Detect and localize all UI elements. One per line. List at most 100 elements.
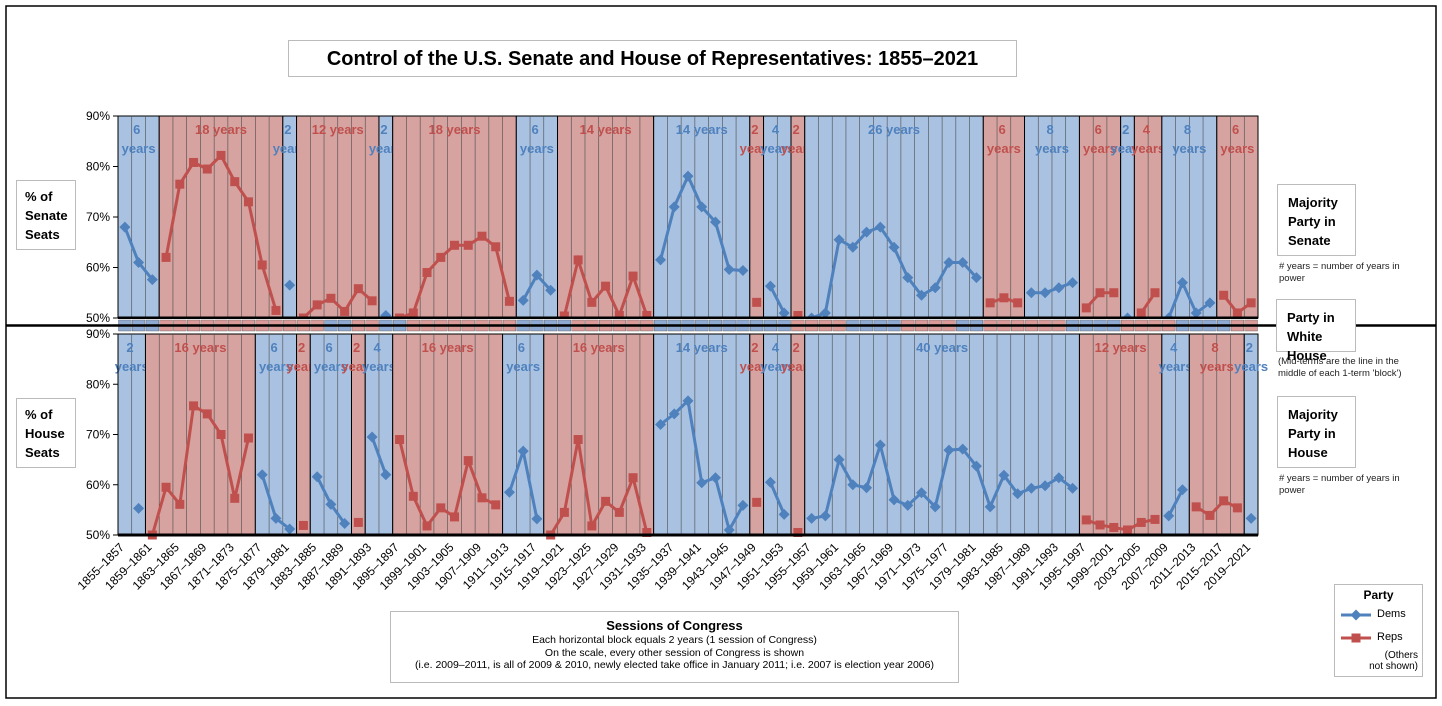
block-label: 6 years	[987, 122, 1021, 156]
data-point	[517, 445, 529, 457]
data-point	[230, 177, 240, 187]
data-point	[243, 433, 253, 443]
data-point	[764, 280, 776, 292]
data-point	[793, 527, 803, 537]
data-point	[189, 157, 199, 167]
data-point	[970, 460, 982, 472]
data-point	[902, 272, 914, 284]
frame	[5, 5, 1437, 699]
data-point	[450, 240, 460, 250]
majority-block	[1216, 115, 1259, 319]
data-point	[1109, 522, 1119, 532]
white-house-title: Party in White House	[1276, 299, 1356, 363]
block-label: 6 years	[1220, 122, 1254, 156]
block-label: 12 years	[312, 122, 364, 137]
block-label: 16 years	[174, 340, 226, 355]
data-point	[463, 456, 473, 466]
data-point	[929, 282, 941, 294]
majority-title: Majority Party in Senate	[1277, 184, 1356, 256]
data-point	[874, 439, 886, 451]
block-label: 6 years	[520, 122, 554, 156]
data-point	[573, 435, 583, 445]
data-point	[915, 487, 927, 499]
legend-marker	[1351, 633, 1361, 643]
data-point	[1219, 496, 1229, 506]
data-point	[1067, 482, 1079, 494]
data-point	[709, 472, 721, 484]
data-point	[1013, 298, 1023, 308]
data-point	[1176, 484, 1188, 496]
block-label: 14 years	[580, 122, 632, 137]
data-point	[1245, 512, 1257, 524]
data-point	[888, 494, 900, 506]
data-point	[915, 289, 927, 301]
data-point	[833, 454, 845, 466]
data-point	[1039, 480, 1051, 492]
data-point	[1136, 308, 1146, 318]
y-tick-label: 80%	[86, 377, 110, 391]
data-point	[339, 517, 351, 529]
white-house-note: (Mid-terms are the line in the middle of…	[1278, 356, 1402, 379]
block-label: 4 years	[760, 122, 794, 156]
data-point	[1109, 288, 1119, 298]
data-point	[1025, 287, 1037, 299]
data-point	[998, 469, 1010, 481]
data-point	[861, 226, 873, 238]
data-point	[1053, 282, 1065, 294]
data-point	[902, 499, 914, 511]
data-point	[325, 498, 337, 510]
y-tick-label: 50%	[86, 528, 110, 542]
y-tick-label: 90%	[86, 327, 110, 341]
majority-block	[158, 115, 284, 319]
y-axis-label: % of Senate Seats	[16, 180, 76, 250]
data-point	[1190, 307, 1202, 319]
data-point	[642, 527, 652, 537]
data-point	[601, 281, 611, 291]
data-point	[216, 150, 226, 160]
x-axis-note: On the scale, every other session of Con…	[544, 646, 805, 659]
data-point	[943, 444, 955, 456]
data-point	[682, 395, 694, 407]
data-point	[793, 310, 803, 320]
data-point	[1081, 303, 1091, 313]
x-axis-box: Sessions of Congress Each horizontal blo…	[390, 611, 959, 683]
data-point	[477, 231, 487, 241]
y-tick-label: 70%	[86, 428, 110, 442]
data-point	[655, 418, 667, 430]
data-point	[503, 486, 515, 498]
data-point	[408, 308, 418, 318]
data-point	[230, 493, 240, 503]
data-point	[847, 479, 859, 491]
data-point	[957, 443, 969, 455]
data-point	[587, 297, 597, 307]
data-point	[189, 401, 199, 411]
legend-label: Dems	[1377, 608, 1406, 620]
data-point	[696, 201, 708, 213]
data-point	[984, 501, 996, 513]
data-point	[1204, 297, 1216, 309]
x-axis-note: Each horizontal block equals 2 years (1 …	[532, 634, 817, 646]
block-label: 18 years	[428, 122, 480, 137]
block-label: 8 years	[1172, 122, 1206, 156]
data-point	[284, 523, 296, 535]
data-point	[463, 240, 473, 250]
data-point	[531, 269, 543, 281]
data-point	[161, 252, 171, 262]
data-point	[340, 306, 350, 316]
data-point	[752, 497, 762, 507]
data-point	[366, 431, 378, 443]
legend-note: (Others not shown)	[1369, 650, 1418, 672]
data-point	[311, 471, 323, 483]
data-point	[491, 500, 501, 510]
data-point	[957, 256, 969, 268]
chart-title: Control of the U.S. Senate and House of …	[288, 40, 1017, 77]
series-line	[150, 403, 1239, 536]
data-point	[517, 294, 529, 306]
data-point	[1136, 517, 1146, 527]
data-point	[422, 521, 432, 531]
data-point	[202, 164, 212, 174]
data-point	[709, 216, 721, 228]
block-label: 4 years	[1159, 340, 1193, 374]
